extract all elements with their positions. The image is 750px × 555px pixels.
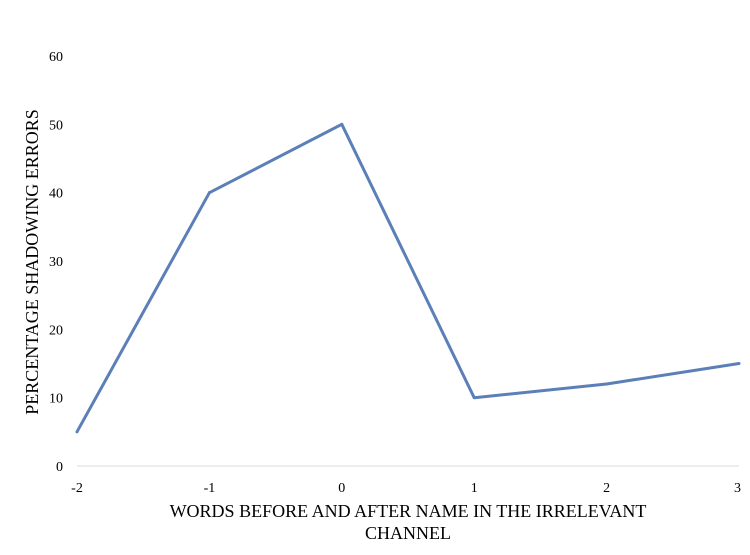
x-tick-label: 2 bbox=[603, 481, 610, 496]
y-tick-label: 30 bbox=[49, 255, 63, 270]
x-tick-label: 3 bbox=[734, 481, 741, 496]
y-axis-title: PERCENTAGE SHADOWING ERRORS bbox=[22, 109, 42, 415]
series-line bbox=[75, 122, 740, 433]
y-tick-label: 50 bbox=[49, 118, 63, 133]
data-point bbox=[340, 122, 344, 126]
x-tick-label: -1 bbox=[204, 481, 216, 496]
y-tick-label: 10 bbox=[49, 392, 63, 407]
y-tick-label: 20 bbox=[49, 323, 63, 338]
y-tick-label: 0 bbox=[56, 460, 63, 475]
x-tick-label: -2 bbox=[71, 481, 83, 496]
data-point bbox=[472, 396, 476, 400]
y-tick-label: 40 bbox=[49, 187, 63, 202]
y-axis-ticks: 0 10 20 30 40 50 60 bbox=[49, 50, 63, 475]
x-axis-ticks: -2 -1 0 1 2 3 bbox=[71, 481, 741, 496]
x-tick-label: 1 bbox=[471, 481, 478, 496]
data-point bbox=[207, 191, 211, 195]
x-axis-title-line-2: CHANNEL bbox=[365, 523, 451, 543]
data-point bbox=[75, 430, 79, 434]
data-point bbox=[737, 362, 741, 365]
data-point bbox=[605, 382, 609, 386]
y-tick-label: 60 bbox=[49, 50, 63, 65]
x-tick-label: 0 bbox=[338, 481, 345, 496]
x-axis-title-line-1: WORDS BEFORE AND AFTER NAME IN THE IRREL… bbox=[170, 501, 647, 521]
